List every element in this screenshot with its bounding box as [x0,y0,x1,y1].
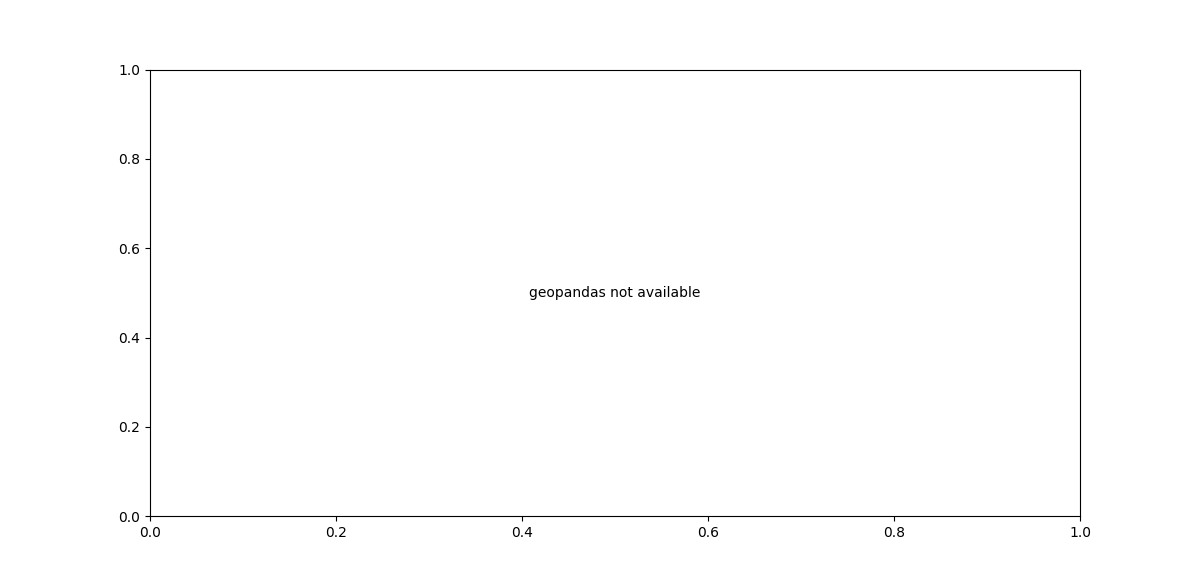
Text: geopandas not available: geopandas not available [529,286,701,300]
